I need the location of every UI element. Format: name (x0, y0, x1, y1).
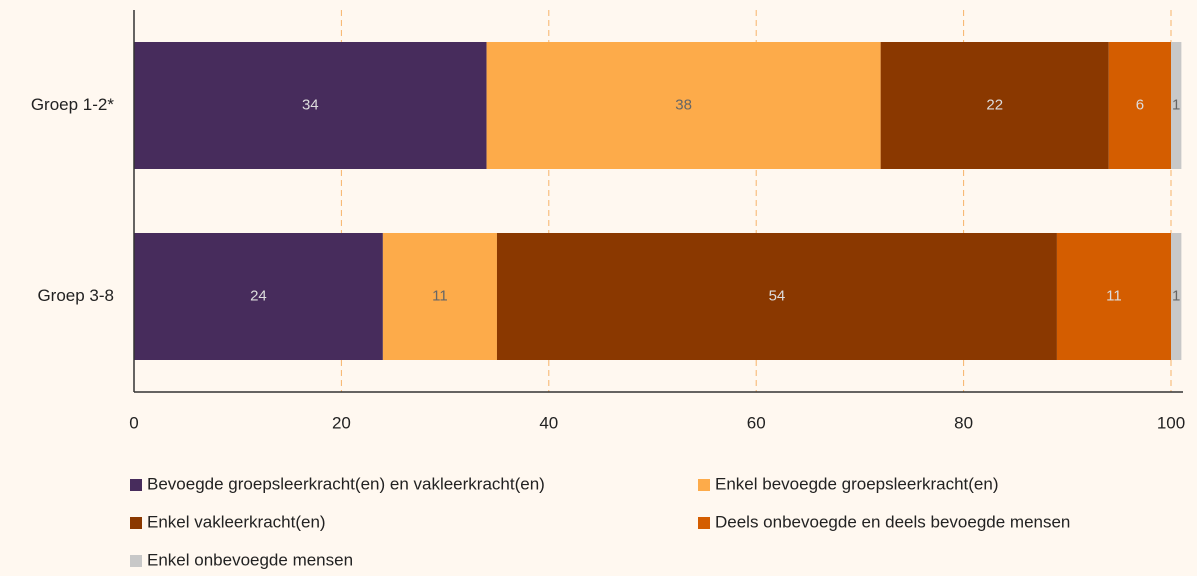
x-tick-label: 40 (539, 413, 558, 432)
legend-swatch (698, 517, 710, 529)
bar-segment (134, 42, 487, 169)
y-tick-label: Groep 1-2* (31, 95, 115, 114)
legend-swatch (130, 517, 142, 529)
bar-segment (496, 233, 1057, 360)
data-label: 1 (1172, 96, 1180, 113)
x-tick-label: 20 (332, 413, 351, 432)
bar-segment (1171, 233, 1182, 360)
legend-label: Deels onbevoegde en deels bevoegde mense… (715, 512, 1070, 531)
bar-segment (382, 233, 497, 360)
x-tick-label: 60 (747, 413, 766, 432)
x-tick-label: 0 (129, 413, 138, 432)
legend-label: Enkel bevoegde groepsleerkracht(en) (715, 474, 999, 493)
data-label: 54 (769, 287, 786, 304)
data-label: 24 (250, 287, 267, 304)
bar-segment (1056, 233, 1171, 360)
bar-segment (1171, 42, 1182, 169)
data-label: 6 (1136, 96, 1144, 113)
legend-label: Enkel onbevoegde mensen (147, 550, 353, 569)
legend-swatch (130, 555, 142, 567)
data-label: 22 (986, 96, 1003, 113)
bar-segment (134, 233, 383, 360)
bar-segment (1108, 42, 1171, 169)
data-label: 38 (675, 96, 692, 113)
bar-segment (880, 42, 1109, 169)
legend-swatch (698, 479, 710, 491)
y-tick-label: Groep 3-8 (37, 286, 114, 305)
legend-label: Enkel vakleerkracht(en) (147, 512, 326, 531)
data-label: 34 (302, 96, 319, 113)
data-label: 11 (1106, 287, 1122, 304)
data-label: 11 (432, 287, 448, 304)
data-label: 1 (1172, 287, 1180, 304)
legend-swatch (130, 479, 142, 491)
x-tick-label: 80 (954, 413, 973, 432)
legend-label: Bevoegde groepsleerkracht(en) en vakleer… (147, 474, 545, 493)
x-tick-label: 100 (1157, 413, 1185, 432)
bar-segment (486, 42, 881, 169)
